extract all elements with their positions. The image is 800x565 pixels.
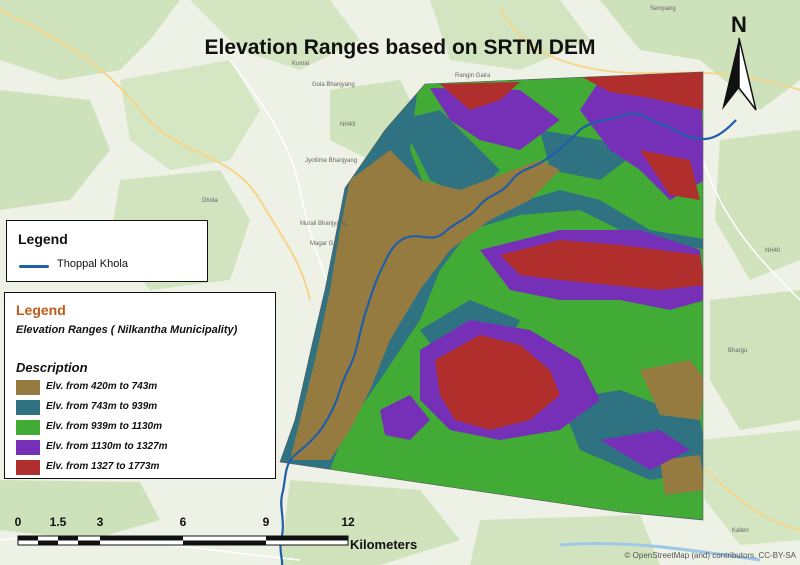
scale-tick-label: 9 bbox=[262, 515, 270, 529]
place-label: Jyotlime Bhanjyang bbox=[305, 158, 358, 164]
river-legend-label: Thoppal Khola bbox=[57, 258, 128, 270]
elevation-legend: Legend Elevation Ranges ( Nilkantha Muni… bbox=[4, 292, 276, 479]
legend-swatch bbox=[16, 460, 40, 475]
legend-label: Elv. from 1130m to 1327m bbox=[46, 441, 168, 452]
elevation-raster bbox=[280, 72, 703, 520]
legend-swatch bbox=[16, 420, 40, 435]
place-label: Dhola bbox=[202, 198, 218, 204]
scale-tick-label: 6 bbox=[179, 515, 187, 529]
north-label: N bbox=[731, 12, 747, 37]
scale-tick-label: 12 bbox=[341, 515, 355, 529]
thoppal-khola-river bbox=[279, 112, 737, 565]
map-title: Elevation Ranges based on SRTM DEM bbox=[204, 36, 596, 59]
scale-tick-label: 3 bbox=[96, 515, 104, 529]
place-label: Kumai bbox=[292, 61, 310, 67]
scale-units: Kilometers bbox=[350, 537, 418, 552]
elevation-legend-title: Legend bbox=[16, 302, 66, 318]
legend-label: Elv. from 1327 to 1773m bbox=[46, 461, 160, 472]
legend-swatch bbox=[16, 400, 40, 415]
elevation-legend-description: Description bbox=[16, 360, 88, 375]
map-attribution: © OpenStreetMap (and) contributors, CC-B… bbox=[624, 551, 796, 560]
scale-tick-label: 1.5 bbox=[49, 515, 67, 529]
place-label: Murali Bhanjyang bbox=[300, 221, 347, 227]
scale-tick-label: 0 bbox=[14, 515, 22, 529]
legend-label: Elv. from 939m to 1130m bbox=[46, 421, 162, 432]
place-label: Rangin Gaira bbox=[455, 73, 491, 79]
legend-label: Elv. from 743m to 939m bbox=[46, 401, 158, 412]
study-area-boundary bbox=[279, 71, 704, 521]
place-label: Magar Gau bbox=[310, 241, 341, 247]
river-legend: Legend Thoppal Khola bbox=[6, 220, 208, 282]
place-label: Bhargu bbox=[728, 348, 748, 354]
river-legend-title: Legend bbox=[18, 231, 68, 247]
place-label: NH43 bbox=[340, 122, 356, 128]
north-arrow-icon: N bbox=[722, 12, 757, 111]
elevation-legend-subtitle: Elevation Ranges ( Nilkantha Municipalit… bbox=[16, 324, 238, 336]
legend-swatch bbox=[16, 380, 40, 395]
place-label: Gola Bhanjyang bbox=[312, 82, 355, 88]
place-label: NH40 bbox=[765, 248, 781, 254]
place-label: Sempang bbox=[650, 6, 676, 12]
scale-bar bbox=[17, 535, 349, 546]
legend-swatch bbox=[16, 440, 40, 455]
legend-label: Elv. from 420m to 743m bbox=[46, 381, 158, 392]
place-label: Kalleri bbox=[732, 528, 749, 534]
river-line-symbol-icon bbox=[19, 265, 49, 268]
